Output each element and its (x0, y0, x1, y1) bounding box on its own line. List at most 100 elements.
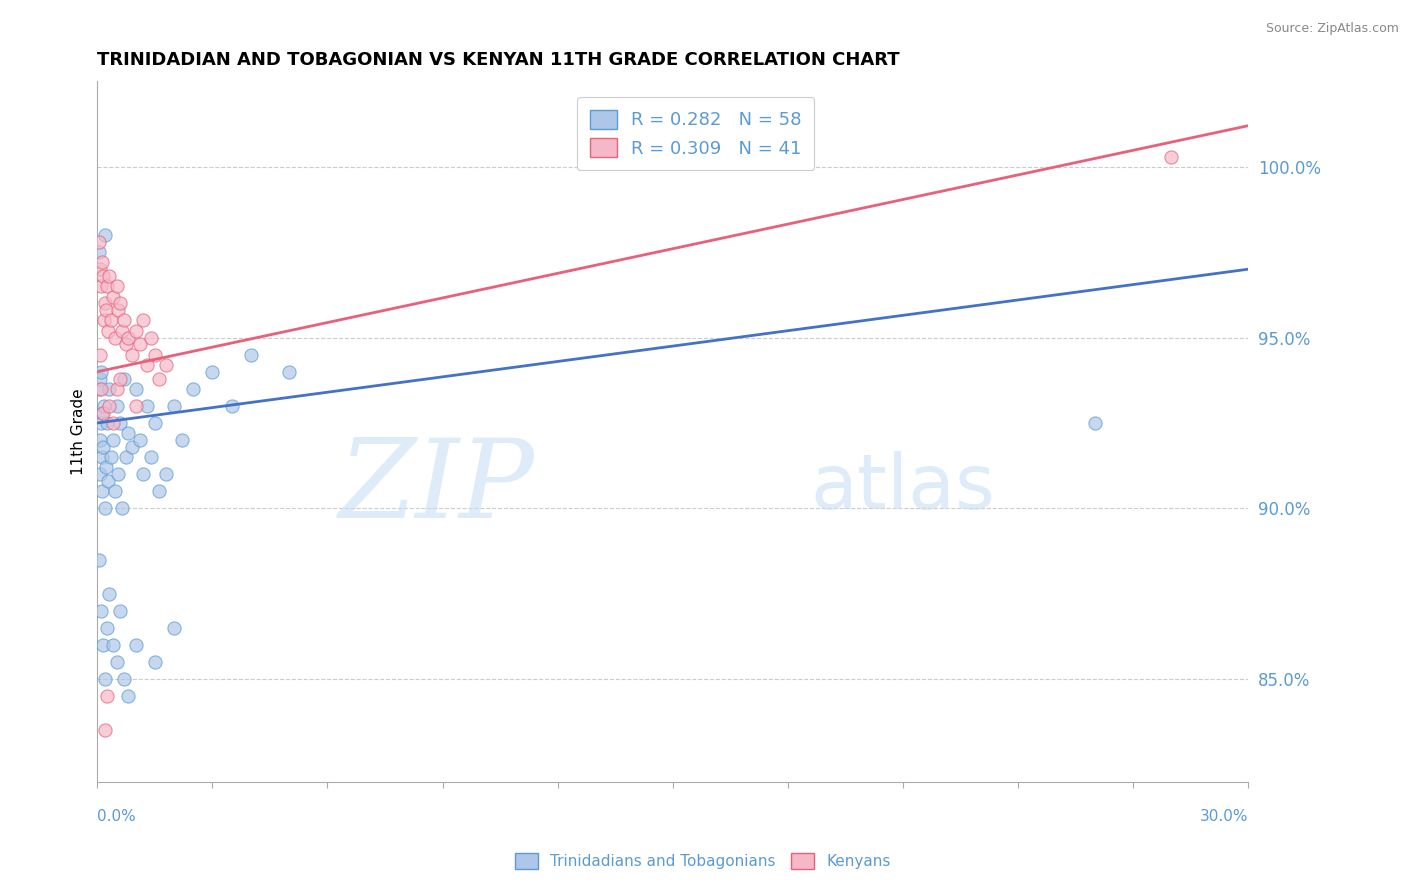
Legend: Trinidadians and Tobagonians, Kenyans: Trinidadians and Tobagonians, Kenyans (509, 847, 897, 875)
Text: ZIP: ZIP (339, 434, 534, 541)
Point (1160, 149, 1182, 163)
Point (143, 348, 166, 362)
Point (94, 460, 117, 475)
Point (89, 382, 111, 396)
Point (128, 433, 150, 447)
Point (96, 279, 118, 293)
Point (221, 399, 243, 413)
Point (97, 474, 120, 488)
Point (148, 371, 170, 385)
Point (115, 450, 138, 464)
Point (89, 262, 111, 277)
Point (89, 467, 111, 482)
Point (132, 467, 155, 482)
Point (278, 365, 301, 379)
Point (93, 399, 115, 413)
Point (170, 433, 193, 447)
Point (101, 289, 124, 303)
Point (97, 399, 120, 413)
Point (117, 690, 139, 704)
Point (91, 638, 114, 652)
Point (181, 382, 204, 396)
Point (104, 330, 127, 344)
Point (97, 268, 120, 283)
Point (121, 440, 143, 454)
Point (104, 484, 127, 499)
Point (101, 433, 124, 447)
Point (115, 337, 138, 351)
Point (97, 324, 120, 338)
Point (121, 348, 143, 362)
Point (100, 450, 122, 464)
Point (90, 604, 112, 618)
Y-axis label: 11th Grade: 11th Grade (72, 388, 86, 475)
Point (94, 228, 117, 243)
Point (105, 382, 128, 396)
Point (90, 416, 112, 430)
Text: 0.0%: 0.0% (97, 809, 136, 824)
Point (105, 655, 128, 669)
Point (94, 723, 117, 738)
Point (96, 690, 118, 704)
Legend: R = 0.282   N = 58, R = 0.309   N = 41: R = 0.282 N = 58, R = 0.309 N = 41 (576, 97, 814, 170)
Point (111, 501, 134, 516)
Text: 30.0%: 30.0% (1199, 809, 1249, 824)
Point (125, 399, 148, 413)
Point (89, 245, 111, 260)
Point (90, 450, 112, 464)
Point (91, 484, 114, 499)
Point (110, 371, 132, 385)
Point (89, 371, 111, 385)
Point (112, 672, 135, 686)
Point (105, 279, 128, 293)
Point (89, 235, 111, 249)
Point (91, 406, 114, 420)
Point (101, 416, 124, 430)
Point (139, 450, 162, 464)
Point (163, 621, 186, 635)
Point (90, 279, 112, 293)
Point (136, 399, 159, 413)
Point (91, 406, 114, 420)
Point (117, 330, 139, 344)
Point (201, 365, 224, 379)
Point (107, 303, 129, 318)
Point (1083, 416, 1105, 430)
Point (97, 587, 120, 601)
Point (96, 416, 118, 430)
Point (110, 604, 132, 618)
Point (112, 371, 135, 385)
Point (94, 303, 117, 318)
Point (96, 621, 118, 635)
Point (89, 552, 111, 566)
Point (163, 399, 186, 413)
Point (100, 313, 122, 327)
Point (91, 255, 114, 269)
Point (110, 416, 132, 430)
Point (125, 324, 148, 338)
Point (89, 348, 111, 362)
Point (143, 416, 166, 430)
Point (91, 268, 114, 283)
Point (155, 467, 177, 482)
Point (97, 382, 120, 396)
Point (143, 655, 166, 669)
Point (90, 365, 112, 379)
Point (128, 337, 150, 351)
Point (111, 324, 134, 338)
Text: Source: ZipAtlas.com: Source: ZipAtlas.com (1265, 22, 1399, 36)
Point (93, 313, 115, 327)
Point (90, 382, 112, 396)
Point (125, 638, 148, 652)
Point (94, 296, 117, 310)
Point (155, 358, 177, 372)
Point (239, 348, 262, 362)
Point (110, 296, 132, 310)
Point (107, 467, 129, 482)
Text: TRINIDADIAN AND TOBAGONIAN VS KENYAN 11TH GRADE CORRELATION CHART: TRINIDADIAN AND TOBAGONIAN VS KENYAN 11T… (97, 51, 900, 69)
Point (136, 358, 159, 372)
Point (132, 313, 155, 327)
Point (105, 399, 128, 413)
Point (89, 433, 111, 447)
Text: atlas: atlas (811, 450, 995, 524)
